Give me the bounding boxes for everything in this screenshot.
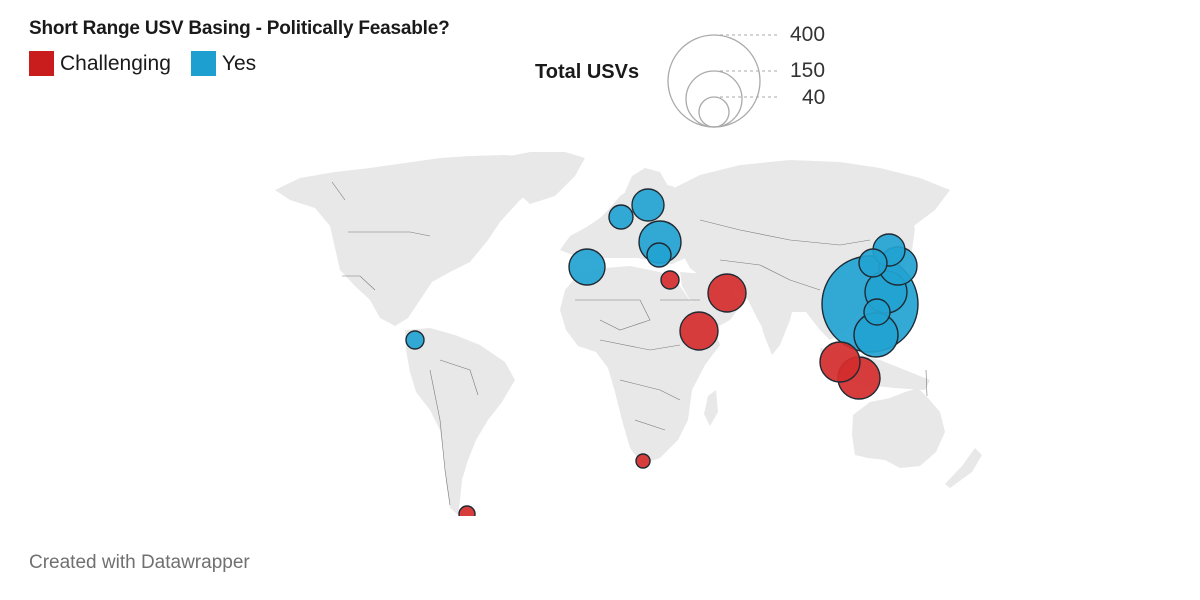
bubble-layer: South China Sea — YesPhilippines — YesAd… [405, 188, 919, 520]
bubble-uk-north-sea[interactable]: UK / North Sea — Yes [608, 204, 634, 230]
bubble-baltic[interactable]: Baltic — Yes [631, 188, 665, 222]
bubble-south-africa[interactable]: South Africa — Challenging [635, 453, 651, 469]
legend-label-yes: Yes [221, 51, 257, 75]
yes-swatch [190, 51, 216, 76]
size-label-400: 400 [790, 23, 826, 46]
bubble-korea[interactable]: Korea — Yes [858, 248, 888, 278]
size-label-150: 150 [790, 59, 826, 82]
bubble-morocco-gibraltar[interactable]: Morocco / Gibraltar — Yes [568, 248, 606, 286]
size-legend-circles [667, 34, 780, 128]
size-label-40: 40 [802, 86, 826, 109]
bubble-southern-chile[interactable]: Southern Chile — Challenging [458, 505, 476, 520]
legend-item-yes[interactable]: Yes [190, 51, 257, 76]
bubble-panama-caribbean[interactable]: Panama / Caribbean — Yes [405, 330, 425, 350]
size-legend-title: Total USVs [535, 61, 640, 83]
bubble-greece[interactable]: Greece — Yes [646, 242, 672, 268]
land-layer [275, 152, 982, 515]
world-map: South China Sea — YesPhilippines — YesAd… [275, 152, 982, 520]
bubble-horn-of-africa[interactable]: Horn of Africa — Challenging [679, 311, 719, 351]
bubble-arabian-gulf-oman[interactable]: Arabian Gulf / Oman — Challenging [707, 273, 747, 313]
bubble-eastern-mediterranean-egypt[interactable]: Eastern Mediterranean / Egypt — Challeng… [660, 270, 680, 290]
bubble-malaysia-singapore[interactable]: Malaysia / Singapore — Challenging [819, 341, 861, 383]
footer-credit: Created with Datawrapper [29, 552, 250, 573]
legend-label-challenging: Challenging [60, 51, 171, 75]
size-legend: 400 150 40 [660, 20, 850, 135]
border-lines [331, 181, 928, 506]
bubble-northern-philippines[interactable]: Northern Philippines — Yes [863, 298, 891, 326]
legend-item-challenging[interactable]: Challenging [29, 51, 171, 76]
chart-title: Short Range USV Basing - Politically Fea… [29, 18, 450, 39]
challenging-swatch [29, 51, 54, 76]
color-legend: Challenging Yes [29, 51, 256, 76]
